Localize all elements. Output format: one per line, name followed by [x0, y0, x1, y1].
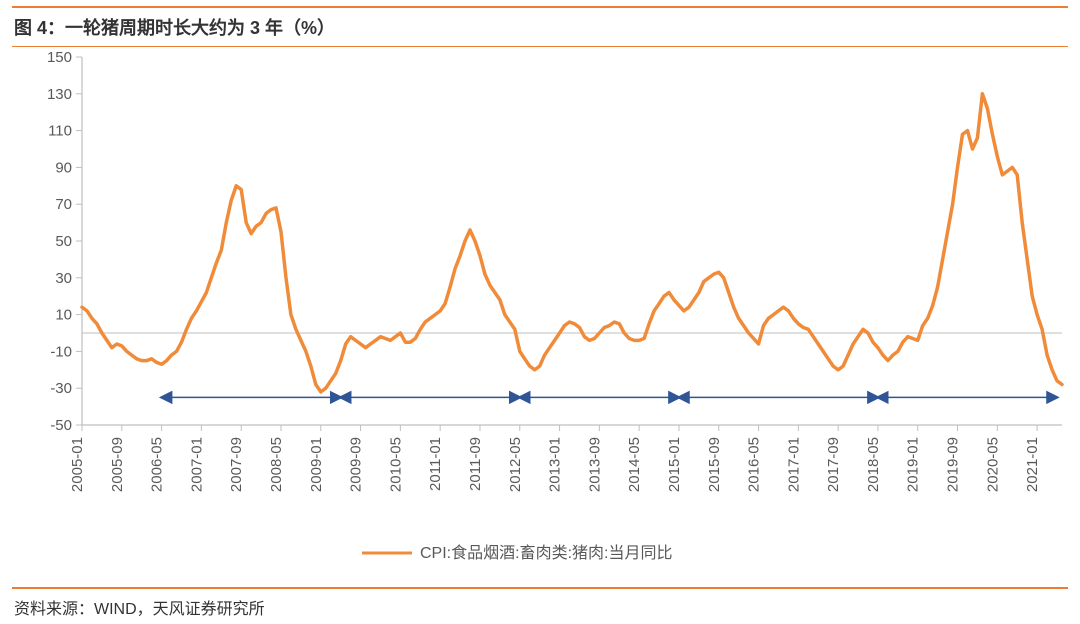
- source-rule: 资料来源：WIND，天风证券研究所: [12, 587, 1068, 619]
- svg-text:2017-01: 2017-01: [785, 437, 802, 492]
- svg-text:2018-05: 2018-05: [865, 437, 882, 492]
- svg-text:90: 90: [55, 159, 72, 176]
- title-rule: 图 4：一轮猪周期时长大约为 3 年（%）: [12, 6, 1068, 47]
- svg-text:-30: -30: [50, 380, 72, 397]
- svg-text:2015-09: 2015-09: [706, 437, 723, 492]
- svg-text:CPI:食品烟酒:畜肉类:猪肉:当月同比: CPI:食品烟酒:畜肉类:猪肉:当月同比: [420, 544, 672, 562]
- svg-text:10: 10: [55, 307, 72, 324]
- svg-text:110: 110: [48, 123, 72, 140]
- figure-container: 图 4：一轮猪周期时长大约为 3 年（%） -50 -30 -10 10 30 50 70 9…: [0, 0, 1080, 624]
- svg-text:2008-05: 2008-05: [268, 437, 285, 492]
- svg-text:70: 70: [55, 196, 72, 213]
- svg-text:2005-09: 2005-09: [109, 437, 126, 492]
- svg-text:2020-05: 2020-05: [984, 437, 1001, 492]
- svg-text:2014-05: 2014-05: [626, 437, 643, 492]
- chart-area: -50 -30 -10 10 30 50 70 90 110 130 150 2005-01 2005-…: [12, 47, 1068, 587]
- line-chart: -50 -30 -10 10 30 50 70 90 110 130 150 2005-01 2005-…: [12, 47, 1068, 587]
- source-text: 资料来源：WIND，天风证券研究所: [14, 601, 265, 618]
- svg-text:2017-09: 2017-09: [825, 437, 842, 492]
- svg-text:130: 130: [47, 86, 72, 103]
- svg-text:2011-01: 2011-01: [427, 437, 444, 491]
- svg-text:2016-05: 2016-05: [746, 437, 763, 492]
- svg-text:2009-01: 2009-01: [308, 437, 325, 492]
- svg-text:2013-09: 2013-09: [586, 437, 603, 492]
- svg-text:-10: -10: [50, 343, 72, 360]
- svg-text:-50: -50: [50, 417, 72, 434]
- svg-text:2011-09: 2011-09: [467, 437, 484, 491]
- svg-text:50: 50: [55, 233, 72, 250]
- svg-text:2009-09: 2009-09: [348, 437, 365, 492]
- chart-title: 图 4：一轮猪周期时长大约为 3 年（%）: [14, 18, 335, 38]
- svg-text:2015-01: 2015-01: [666, 437, 683, 492]
- svg-text:2012-05: 2012-05: [507, 437, 524, 492]
- legend: CPI:食品烟酒:畜肉类:猪肉:当月同比: [362, 544, 672, 562]
- svg-text:150: 150: [47, 49, 72, 66]
- svg-text:2005-01: 2005-01: [69, 437, 86, 492]
- svg-text:2013-01: 2013-01: [547, 437, 564, 492]
- svg-text:2019-01: 2019-01: [905, 437, 922, 492]
- svg-text:30: 30: [55, 270, 72, 287]
- svg-text:2007-01: 2007-01: [188, 437, 205, 492]
- svg-text:2010-05: 2010-05: [387, 437, 404, 492]
- svg-text:2021-01: 2021-01: [1024, 437, 1041, 492]
- svg-text:2007-09: 2007-09: [228, 437, 245, 492]
- svg-text:2019-09: 2019-09: [945, 437, 962, 492]
- svg-text:2006-05: 2006-05: [149, 437, 166, 492]
